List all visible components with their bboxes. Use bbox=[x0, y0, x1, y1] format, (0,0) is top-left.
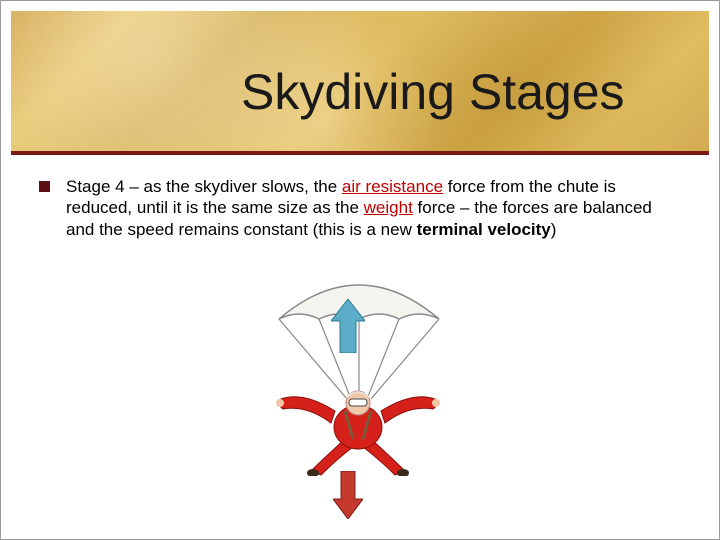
content-area: Stage 4 – as the skydiver slows, the air… bbox=[39, 176, 679, 240]
bullet-square-icon bbox=[39, 181, 50, 192]
text-weight: weight bbox=[364, 198, 413, 217]
illustration bbox=[211, 271, 511, 521]
arrow-up-icon bbox=[331, 299, 365, 353]
skydiver-icon bbox=[273, 381, 443, 476]
text-prefix: Stage 4 – as the skydiver slows, the bbox=[66, 177, 342, 196]
slide-title: Skydiving Stages bbox=[241, 63, 699, 121]
text-suffix: ) bbox=[551, 220, 557, 239]
title-underline bbox=[11, 151, 709, 155]
bullet-item: Stage 4 – as the skydiver slows, the air… bbox=[39, 176, 679, 240]
text-terminal-velocity: terminal velocity bbox=[417, 220, 551, 239]
bullet-text: Stage 4 – as the skydiver slows, the air… bbox=[66, 176, 679, 240]
text-air-resistance: air resistance bbox=[342, 177, 443, 196]
arrow-down-icon bbox=[333, 471, 363, 519]
slide: Skydiving Stages Stage 4 – as the skydiv… bbox=[0, 0, 720, 540]
